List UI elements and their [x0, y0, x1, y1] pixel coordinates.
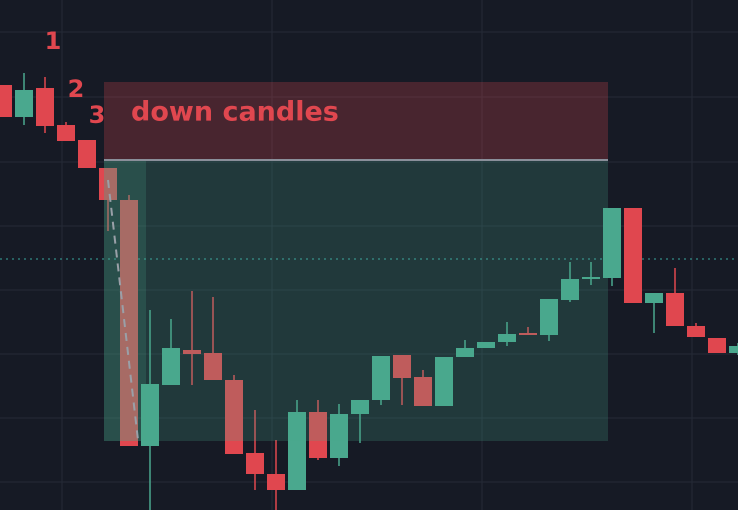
annotation: 3 — [89, 101, 106, 129]
candle-body — [687, 326, 705, 337]
candle-body — [15, 90, 33, 117]
candle-body — [561, 279, 579, 300]
candle-body — [225, 380, 243, 454]
candle-body — [351, 400, 369, 414]
candle-body — [78, 140, 96, 168]
candle-body — [309, 412, 327, 458]
candle-body — [624, 208, 642, 303]
path-line — [107, 179, 139, 441]
candle-body — [267, 474, 285, 490]
candle-body — [708, 338, 726, 353]
candle-body — [183, 350, 201, 354]
entry-column — [104, 160, 146, 441]
candles — [0, 73, 738, 510]
candle-body — [456, 348, 474, 357]
candle-body — [36, 88, 54, 126]
candle-body — [0, 85, 12, 117]
candle-body — [540, 299, 558, 335]
candle-body — [498, 334, 516, 342]
candle-body — [729, 346, 738, 353]
candle-body — [393, 355, 411, 378]
candle-body — [414, 377, 432, 406]
candle-body — [372, 356, 390, 400]
candle-body — [477, 342, 495, 348]
annotation: 1 — [45, 27, 62, 55]
candle-body — [666, 293, 684, 326]
annotation: 2 — [68, 75, 85, 103]
stop-zone — [104, 82, 608, 160]
candle-body — [435, 357, 453, 406]
candle-body — [603, 208, 621, 278]
candle-body — [120, 200, 138, 446]
candle-body — [288, 412, 306, 490]
target-zone — [104, 160, 608, 441]
candle-body — [582, 277, 600, 279]
candle-body — [57, 125, 75, 141]
candle-body — [162, 348, 180, 385]
candle-body — [246, 453, 264, 474]
candle-body — [330, 414, 348, 458]
candle-body — [204, 353, 222, 380]
candle-body — [519, 333, 537, 335]
candle-body — [141, 384, 159, 446]
candle-body — [645, 293, 663, 303]
annotation: down candles — [131, 97, 339, 128]
